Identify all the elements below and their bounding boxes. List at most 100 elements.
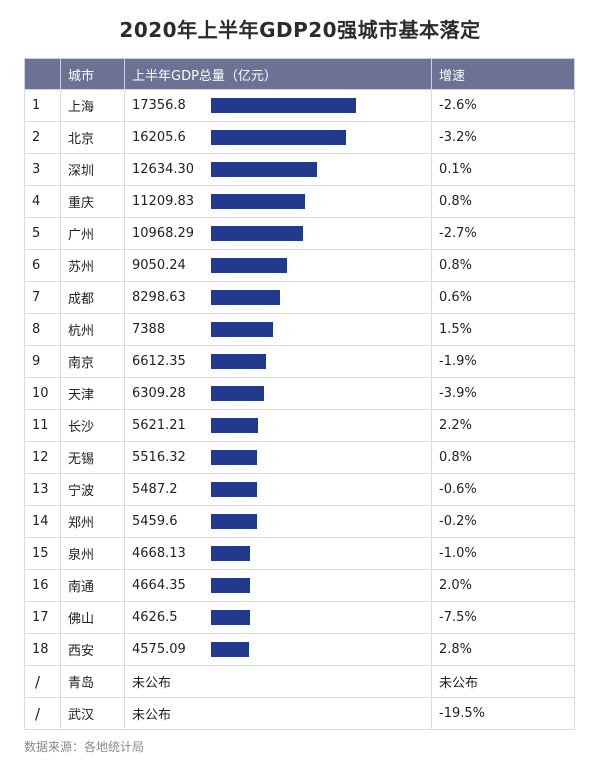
gdp-value-label: 16205.6 xyxy=(132,130,186,145)
gdp-cell: 10968.29 xyxy=(124,217,432,250)
table-row: 18 西安 4575.09 2.8% xyxy=(24,633,575,666)
gdp-cell: 6309.28 xyxy=(124,377,432,410)
gdp-cell: 未公布 xyxy=(124,697,432,730)
gdp-cell: 16205.6 xyxy=(124,121,432,154)
city-cell: 天津 xyxy=(60,377,125,410)
gdp-value-label: 12634.30 xyxy=(132,162,195,177)
gdp-value-label: 未公布 xyxy=(132,676,172,691)
gdp-value-label: 4575.09 xyxy=(132,642,186,657)
growth-cell: 0.8% xyxy=(431,185,575,218)
gdp-cell: 8298.63 xyxy=(124,281,432,314)
rank-cell: 10 xyxy=(24,377,61,410)
city-cell: 泉州 xyxy=(60,537,125,570)
table-row: 8 杭州 7388 1.5% xyxy=(24,313,575,346)
city-cell: 上海 xyxy=(60,89,125,122)
rank-cell: 1 xyxy=(24,89,61,122)
rank-cell: 18 xyxy=(24,633,61,666)
rank-cell: 13 xyxy=(24,473,61,506)
table-header-row: 城市 上半年GDP总量（亿元） 增速 xyxy=(24,58,575,90)
table-row: 2 北京 16205.6 -3.2% xyxy=(24,121,575,154)
city-cell: 重庆 xyxy=(60,185,125,218)
rank-cell: 2 xyxy=(24,121,61,154)
city-cell: 杭州 xyxy=(60,313,125,346)
city-cell: 深圳 xyxy=(60,153,125,186)
growth-cell: 2.8% xyxy=(431,633,575,666)
table-row: 13 宁波 5487.2 -0.6% xyxy=(24,473,575,506)
growth-cell: 2.0% xyxy=(431,569,575,602)
gdp-cell: 4626.5 xyxy=(124,601,432,634)
gdp-bar xyxy=(211,194,305,209)
gdp-bar xyxy=(211,322,273,337)
city-cell: 长沙 xyxy=(60,409,125,442)
city-cell: 北京 xyxy=(60,121,125,154)
gdp-bar xyxy=(211,418,258,433)
gdp-value-label: 17356.8 xyxy=(132,98,186,113)
table-row: 12 无锡 5516.32 0.8% xyxy=(24,441,575,474)
table-row: 7 成都 8298.63 0.6% xyxy=(24,281,575,314)
rank-cell: 3 xyxy=(24,153,61,186)
growth-cell: 0.8% xyxy=(431,249,575,282)
gdp-value-label: 4664.35 xyxy=(132,578,186,593)
table-row: / 青岛 未公布 未公布 xyxy=(24,665,575,698)
gdp-value-label: 5487.2 xyxy=(132,482,178,497)
table-row: 4 重庆 11209.83 0.8% xyxy=(24,185,575,218)
rank-cell: / xyxy=(24,665,61,698)
gdp-cell: 5621.21 xyxy=(124,409,432,442)
gdp-value-label: 4668.13 xyxy=(132,546,186,561)
city-cell: 青岛 xyxy=(60,665,125,698)
gdp-bar xyxy=(211,450,258,465)
gdp-bar xyxy=(211,610,250,625)
chart-title: 2020年上半年GDP20强城市基本落定 xyxy=(119,18,481,42)
city-cell: 成都 xyxy=(60,281,125,314)
city-cell: 佛山 xyxy=(60,601,125,634)
gdp-bar xyxy=(211,642,250,657)
gdp-bar xyxy=(211,162,317,177)
city-cell: 宁波 xyxy=(60,473,125,506)
gdp-value-label: 5621.21 xyxy=(132,418,186,433)
gdp-value-label: 8298.63 xyxy=(132,290,186,305)
table-row: 3 深圳 12634.30 0.1% xyxy=(24,153,575,186)
city-cell: 无锡 xyxy=(60,441,125,474)
table-row: 11 长沙 5621.21 2.2% xyxy=(24,409,575,442)
city-cell: 广州 xyxy=(60,217,125,250)
rank-cell: / xyxy=(24,697,61,730)
city-cell: 苏州 xyxy=(60,249,125,282)
gdp-value-label: 6612.35 xyxy=(132,354,186,369)
table-body: 1 上海 17356.8 -2.6% 2 北京 16205.6 -3.2% 3 深圳 12634.3… xyxy=(24,89,575,730)
gdp-value-label: 5459.6 xyxy=(132,514,178,529)
gdp-cell: 4668.13 xyxy=(124,537,432,570)
table-row: 14 郑州 5459.6 -0.2% xyxy=(24,505,575,538)
rank-cell: 12 xyxy=(24,441,61,474)
rank-cell: 16 xyxy=(24,569,61,602)
table-row: 17 佛山 4626.5 -7.5% xyxy=(24,601,575,634)
header-growth: 增速 xyxy=(431,58,575,90)
city-cell: 武汉 xyxy=(60,697,125,730)
growth-cell: -0.6% xyxy=(431,473,575,506)
gdp-value-label: 5516.32 xyxy=(132,450,186,465)
gdp-cell: 12634.30 xyxy=(124,153,432,186)
table-row: 1 上海 17356.8 -2.6% xyxy=(24,89,575,122)
header-city: 城市 xyxy=(60,58,125,90)
growth-cell: -7.5% xyxy=(431,601,575,634)
gdp-cell: 11209.83 xyxy=(124,185,432,218)
gdp-value-label: 未公布 xyxy=(132,708,172,723)
growth-cell: -2.7% xyxy=(431,217,575,250)
gdp-value-label: 7388 xyxy=(132,322,166,337)
table-row: 16 南通 4664.35 2.0% xyxy=(24,569,575,602)
city-cell: 南京 xyxy=(60,345,125,378)
rank-cell: 14 xyxy=(24,505,61,538)
table-row: 9 南京 6612.35 -1.9% xyxy=(24,345,575,378)
gdp-cell: 9050.24 xyxy=(124,249,432,282)
gdp-bar xyxy=(211,226,303,241)
growth-cell: -1.0% xyxy=(431,537,575,570)
gdp-value-label: 11209.83 xyxy=(132,194,195,209)
rank-cell: 17 xyxy=(24,601,61,634)
gdp-bar xyxy=(211,546,250,561)
gdp-cell: 5516.32 xyxy=(124,441,432,474)
data-source-note: 数据来源：各地统计局 xyxy=(24,740,145,754)
gdp-table: 城市 上半年GDP总量（亿元） 增速 1 上海 17356.8 -2.6% 2 北京 162… xyxy=(24,58,575,730)
gdp-bar xyxy=(211,578,250,593)
header-gdp: 上半年GDP总量（亿元） xyxy=(124,58,432,90)
rank-cell: 8 xyxy=(24,313,61,346)
growth-cell: -0.2% xyxy=(431,505,575,538)
